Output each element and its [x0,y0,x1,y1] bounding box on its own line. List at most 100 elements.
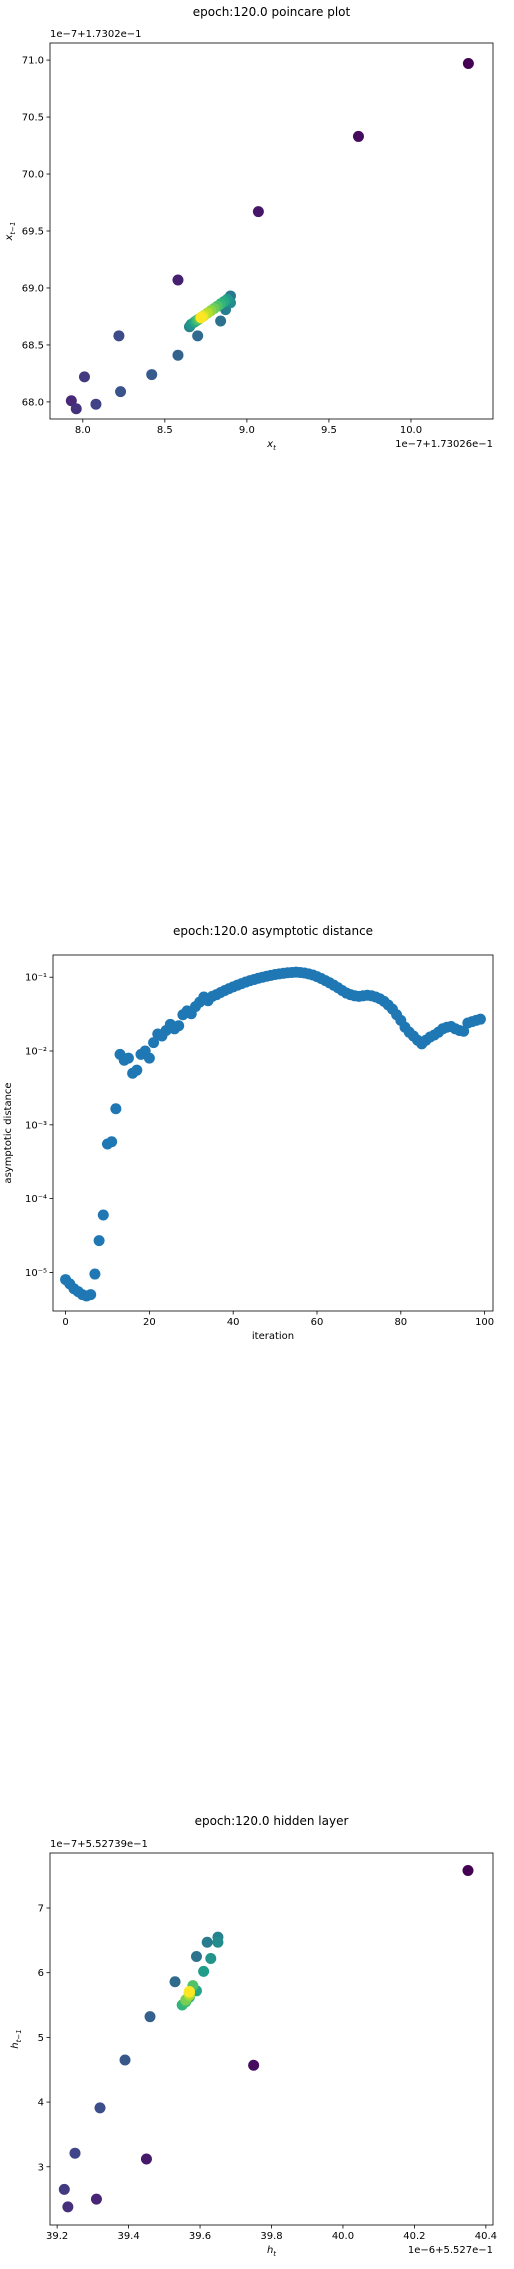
y-tick-label: 10⁻³ [25,1120,47,1131]
y-tick-label: 68.0 [22,397,44,408]
data-point [248,2059,260,2071]
y-axis-label: asymptotic distance [3,1082,14,1183]
data-point [122,1052,134,1064]
data-points [60,966,486,1302]
x-tick-label: 60 [311,1317,324,1328]
data-point [195,312,207,324]
x-tick-label: 0 [62,1317,68,1328]
x-tick-label: 39.2 [46,2231,68,2242]
y-tick-label: 68.5 [22,340,44,351]
data-point [106,1136,118,1148]
x-offset-text: 1e−7+1.73026e−1 [395,439,493,450]
x-axis-label: iteration [252,1331,294,1342]
x-tick-label: 40.4 [475,2231,497,2242]
data-point [215,315,227,327]
data-point [90,2193,102,2205]
x-tick-label: 100 [475,1317,494,1328]
data-point [148,1037,160,1049]
data-point [201,1936,213,1948]
x-tick-label: 8.5 [157,425,173,436]
data-point [474,1013,486,1025]
data-point [143,1052,155,1064]
y-tick-label: 3 [38,2162,44,2173]
data-point [58,2183,70,2195]
y-tick-label: 10⁻² [25,1047,47,1058]
data-points [58,1864,474,2213]
data-point [172,349,184,361]
data-point [115,386,127,398]
data-point [119,2054,131,2066]
x-tick-label: 39.6 [189,2231,211,2242]
chart-title: epoch:120.0 asymptotic distance [173,924,373,938]
y-axis-label: xt−1 [4,222,17,242]
data-point [190,1951,202,1963]
data-point [192,330,204,342]
x-tick-label: 10.0 [400,425,422,436]
data-point [90,398,102,410]
data-point [78,371,90,383]
x-tick-label: 40 [227,1317,240,1328]
data-point [94,2102,106,2114]
x-tick-label: 8.0 [75,425,91,436]
x-tick-label: 80 [394,1317,407,1328]
x-axis-label: xt [266,439,276,452]
data-point [144,2011,156,2023]
x-tick-label: 39.8 [260,2231,282,2242]
x-tick-label: 39.4 [117,2231,139,2242]
y-tick-label: 70.5 [22,113,44,124]
x-tick-label: 40.0 [332,2231,354,2242]
data-point [113,330,125,342]
data-point [146,369,158,381]
data-point [89,1268,101,1280]
y-offset-text: 1e−7+5.52739e−1 [50,1839,148,1850]
data-point [252,206,264,218]
data-point [65,395,77,407]
data-point [205,1952,217,1964]
plot-frame [49,42,494,420]
chart-title: epoch:120.0 hidden layer [195,1814,349,1828]
data-point [462,1864,474,1876]
y-tick-label: 70.0 [22,170,44,181]
data-point [212,1936,224,1948]
y-tick-label: 7 [38,1903,44,1914]
plot-frame [49,1852,494,2226]
data-point [172,274,184,286]
data-point [85,1289,97,1301]
x-offset-text: 1e−6+5.527e−1 [408,2245,493,2256]
data-points [65,58,474,415]
data-point [462,58,474,70]
data-point [70,403,82,415]
x-tick-label: 9.0 [239,425,255,436]
x-tick-label: 9.5 [321,425,337,436]
y-tick-label: 69.0 [22,283,44,294]
y-tick-label: 4 [38,2098,44,2109]
x-axis-label: ht [267,2245,276,2258]
data-point [352,130,364,142]
y-tick-label: 10⁻⁴ [25,1194,47,1205]
asymptotic-distance-plot: epoch:120.0 asymptotic distance 0 20 40 60 80… [3,924,494,1342]
x-tick-label: 20 [143,1317,156,1328]
data-point [198,1965,210,1977]
data-point [458,1025,470,1037]
data-point [97,1209,109,1221]
y-tick-label: 5 [38,2033,44,2044]
y-tick-label: 6 [38,1968,44,1979]
y-tick-label: 71.0 [22,56,44,67]
y-tick-label: 69.5 [22,227,44,238]
data-point [183,1985,195,1997]
data-point [140,2153,152,2165]
y-tick-label: 10⁻⁵ [25,1268,47,1279]
chart-title: epoch:120.0 poincare plot [193,5,351,19]
data-point [93,1235,105,1247]
data-point [69,2147,81,2159]
y-axis-label: ht−1 [10,2029,23,2048]
data-point [173,1020,185,1032]
data-point [110,1103,122,1115]
y-tick-label: 10⁻¹ [25,973,47,984]
data-point [62,2201,74,2213]
hidden-layer-plot: epoch:120.0 hidden layer 39.2 39.4 39.6 39.8… [10,1814,497,2258]
plot-frame [52,954,494,1312]
data-point [169,1976,181,1988]
x-tick-label: 40.2 [403,2231,425,2242]
y-offset-text: 1e−7+1.7302e−1 [50,29,142,40]
